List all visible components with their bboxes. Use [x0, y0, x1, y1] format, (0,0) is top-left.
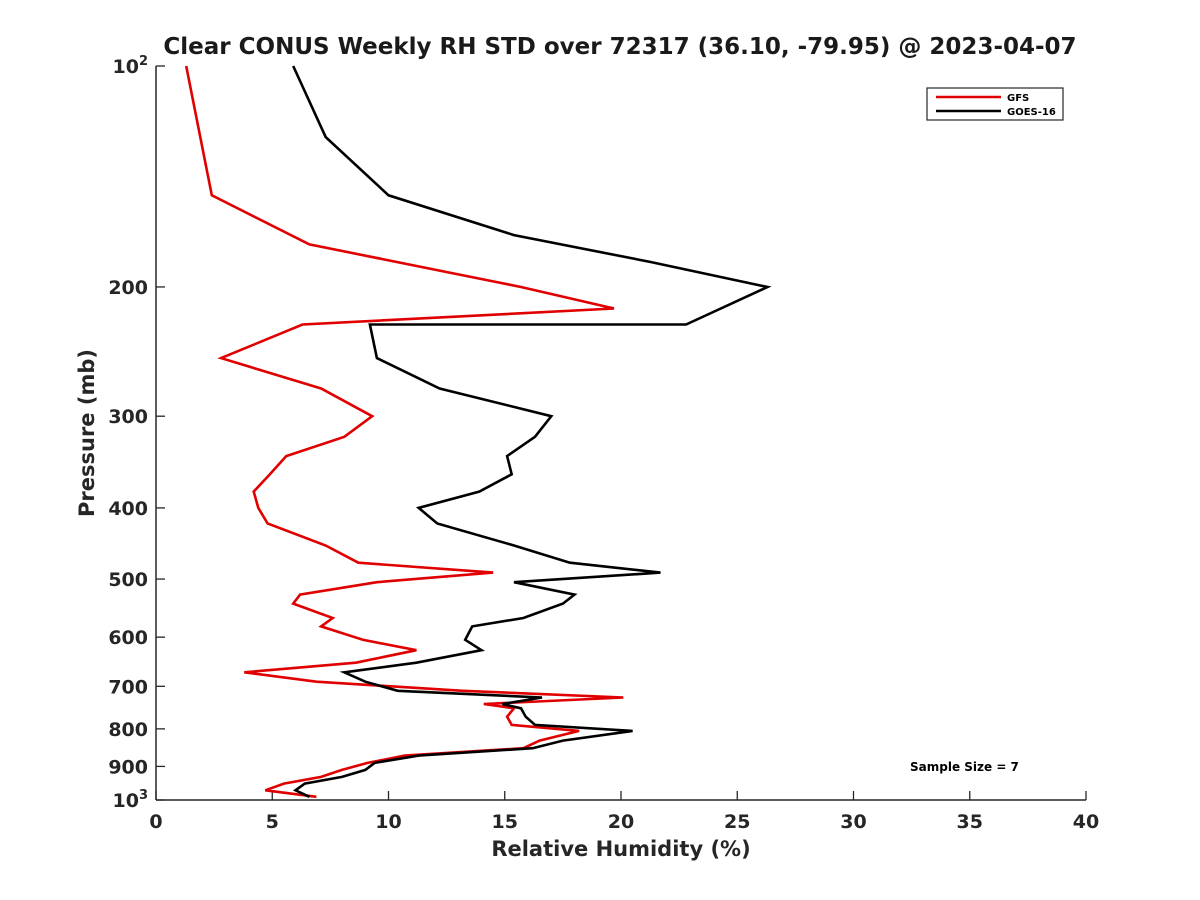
y-tick-label: 500 — [108, 569, 148, 591]
plot-area: 0 5 10 15 20 25 30 35 40 102 200 300 400 500 600 700 80… — [108, 54, 1099, 833]
x-tick-label: 25 — [724, 811, 750, 833]
series-line-goes16 — [292, 65, 772, 798]
x-tick-label: 5 — [266, 811, 279, 833]
legend-label-goes16: GOES-16 — [1007, 107, 1056, 118]
x-tick-label: 20 — [608, 811, 634, 833]
x-tick-label: 35 — [957, 811, 983, 833]
y-tick-label: 900 — [108, 756, 148, 778]
y-axis-label: Pressure (mb) — [75, 349, 99, 517]
y-tick-label: 700 — [108, 676, 148, 698]
x-tick-label: 0 — [149, 811, 162, 833]
y-tick-label: 103 — [113, 788, 149, 812]
x-tick-label: 15 — [492, 811, 518, 833]
y-tick-label: 800 — [108, 719, 148, 741]
x-tick-label: 10 — [375, 811, 401, 833]
x-axis-label: Relative Humidity (%) — [491, 837, 750, 861]
y-tick-label: 600 — [108, 627, 148, 649]
series-line-gfs — [184, 65, 624, 799]
y-tick-label: 102 — [113, 54, 149, 78]
sample-size-annotation: Sample Size = 7 — [910, 760, 1019, 774]
x-tick-label: 40 — [1073, 811, 1099, 833]
x-tick-label: 30 — [840, 811, 866, 833]
series-lines — [184, 65, 772, 799]
chart-title: Clear CONUS Weekly RH STD over 72317 (36… — [163, 34, 1076, 60]
y-tick-label: 400 — [108, 498, 148, 520]
y-tick-label: 300 — [108, 406, 148, 428]
y-tick-label: 200 — [108, 277, 148, 299]
legend-label-gfs: GFS — [1007, 93, 1029, 104]
x-ticks: 0 5 10 15 20 25 30 35 40 — [149, 791, 1099, 833]
legend-box — [926, 87, 1064, 121]
legend: GFS GOES-16 — [926, 87, 1064, 121]
y-ticks: 102 200 300 400 500 600 700 800 900 103 — [108, 54, 165, 812]
